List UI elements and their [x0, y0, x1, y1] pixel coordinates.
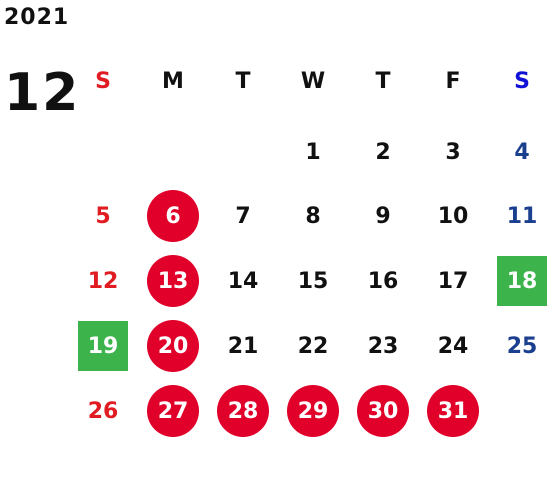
holiday-day-27: 27 — [147, 385, 199, 437]
holiday-day-30: 30 — [357, 385, 409, 437]
day-3: 3 — [445, 139, 461, 165]
day-16: 16 — [367, 268, 399, 294]
day-17: 17 — [437, 268, 469, 294]
weekday-header-sun: S — [95, 68, 111, 94]
day-22: 22 — [297, 333, 329, 359]
day-26: 26 — [87, 398, 119, 424]
day-25: 25 — [506, 333, 538, 359]
day-10: 10 — [437, 203, 469, 229]
day-12: 12 — [87, 268, 119, 294]
year-label: 2021 — [4, 5, 70, 30]
day-5: 5 — [95, 203, 111, 229]
day-15: 15 — [297, 268, 329, 294]
holiday-day-28: 28 — [217, 385, 269, 437]
day-8: 8 — [305, 203, 321, 229]
weekday-header-sat: S — [514, 68, 530, 94]
holiday-day-6: 6 — [147, 190, 199, 242]
day-21: 21 — [227, 333, 259, 359]
holiday-day-20: 20 — [147, 320, 199, 372]
holiday-day-29: 29 — [287, 385, 339, 437]
holiday-day-31: 31 — [427, 385, 479, 437]
weekday-header-mon: M — [162, 68, 184, 94]
weekday-header-thu: T — [375, 68, 391, 94]
day-23: 23 — [367, 333, 399, 359]
weekday-header-wed: W — [300, 68, 326, 94]
day-14: 14 — [227, 268, 259, 294]
day-1: 1 — [305, 139, 321, 165]
month-number: 12 — [4, 63, 81, 123]
weekday-header-tue: T — [235, 68, 251, 94]
day-24: 24 — [437, 333, 469, 359]
highlighted-day-19: 19 — [78, 321, 128, 371]
holiday-day-13: 13 — [147, 255, 199, 307]
day-9: 9 — [375, 203, 391, 229]
day-7: 7 — [235, 203, 251, 229]
highlighted-day-18: 18 — [497, 256, 547, 306]
day-2: 2 — [375, 139, 391, 165]
day-4: 4 — [514, 139, 530, 165]
weekday-header-fri: F — [445, 68, 461, 94]
day-11: 11 — [506, 203, 538, 229]
